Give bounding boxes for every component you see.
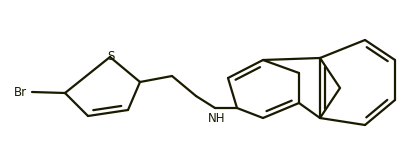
Text: Br: Br xyxy=(14,86,27,98)
Text: S: S xyxy=(107,50,115,62)
Text: NH: NH xyxy=(208,112,226,124)
